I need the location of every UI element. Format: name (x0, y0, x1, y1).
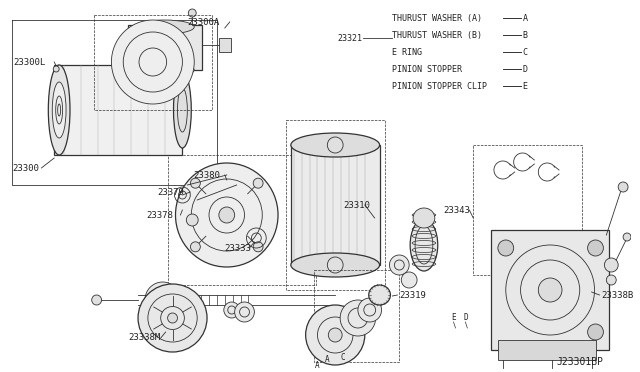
Bar (219, 38, 230, 52)
Circle shape (498, 240, 514, 256)
Text: 23300L: 23300L (14, 58, 46, 67)
Circle shape (224, 302, 239, 318)
Circle shape (219, 207, 235, 223)
Text: D: D (463, 314, 468, 323)
Circle shape (92, 295, 102, 305)
Text: 23378: 23378 (146, 211, 173, 219)
Text: 23333: 23333 (225, 244, 252, 253)
Ellipse shape (52, 82, 66, 138)
Text: 23310: 23310 (343, 201, 370, 209)
Text: A: A (522, 13, 527, 22)
Circle shape (390, 255, 409, 275)
Ellipse shape (410, 219, 438, 271)
Text: 23321: 23321 (337, 33, 362, 42)
Ellipse shape (135, 20, 194, 34)
Text: 23300A: 23300A (188, 17, 220, 26)
Text: 23319: 23319 (399, 291, 426, 299)
Ellipse shape (168, 313, 177, 323)
Circle shape (623, 233, 631, 241)
Text: A: A (315, 360, 320, 369)
Circle shape (235, 302, 254, 322)
Text: B: B (522, 31, 527, 39)
Ellipse shape (291, 133, 380, 157)
Circle shape (253, 178, 263, 188)
Circle shape (306, 305, 365, 365)
Circle shape (538, 278, 562, 302)
Text: D: D (522, 64, 527, 74)
Ellipse shape (369, 285, 390, 305)
Bar (498, 340, 596, 360)
Circle shape (191, 242, 200, 252)
Bar (54, 65, 182, 155)
Circle shape (186, 214, 198, 226)
Ellipse shape (413, 208, 435, 228)
Text: THURUST WASHER (A): THURUST WASHER (A) (392, 13, 483, 22)
Text: E: E (451, 314, 456, 323)
Text: C: C (340, 353, 346, 362)
Circle shape (401, 272, 417, 288)
Bar (128, 25, 202, 70)
Circle shape (328, 328, 342, 342)
Text: PINION STOPPER CLIP: PINION STOPPER CLIP (392, 81, 488, 90)
Circle shape (327, 257, 343, 273)
Text: 23338M: 23338M (128, 334, 161, 343)
Ellipse shape (48, 65, 70, 155)
Ellipse shape (135, 63, 194, 77)
Ellipse shape (173, 72, 191, 148)
Text: THURUST WASHER (B): THURUST WASHER (B) (392, 31, 483, 39)
Text: 23338B: 23338B (602, 291, 634, 299)
Text: E: E (522, 81, 527, 90)
Bar (491, 230, 609, 350)
Circle shape (606, 275, 616, 285)
Text: PINION STOPPER: PINION STOPPER (392, 64, 463, 74)
Bar (291, 145, 380, 265)
Circle shape (145, 282, 180, 318)
Text: 23379: 23379 (157, 187, 184, 196)
Circle shape (588, 240, 604, 256)
Circle shape (188, 9, 196, 17)
Text: J23301BP: J23301BP (556, 357, 604, 367)
Circle shape (111, 20, 194, 104)
Text: C: C (522, 48, 527, 57)
Ellipse shape (138, 284, 207, 352)
Circle shape (340, 300, 376, 336)
Circle shape (253, 242, 263, 252)
Circle shape (588, 324, 604, 340)
Text: 23300: 23300 (12, 164, 38, 173)
Circle shape (358, 298, 381, 322)
Text: E RING: E RING (392, 48, 422, 57)
Circle shape (618, 182, 628, 192)
Text: A: A (325, 356, 330, 365)
Circle shape (175, 163, 278, 267)
Ellipse shape (291, 253, 380, 277)
Circle shape (327, 137, 343, 153)
Circle shape (53, 66, 59, 72)
Text: 23343: 23343 (444, 205, 470, 215)
Circle shape (604, 258, 618, 272)
Circle shape (191, 178, 200, 188)
Text: 23380: 23380 (193, 170, 220, 180)
